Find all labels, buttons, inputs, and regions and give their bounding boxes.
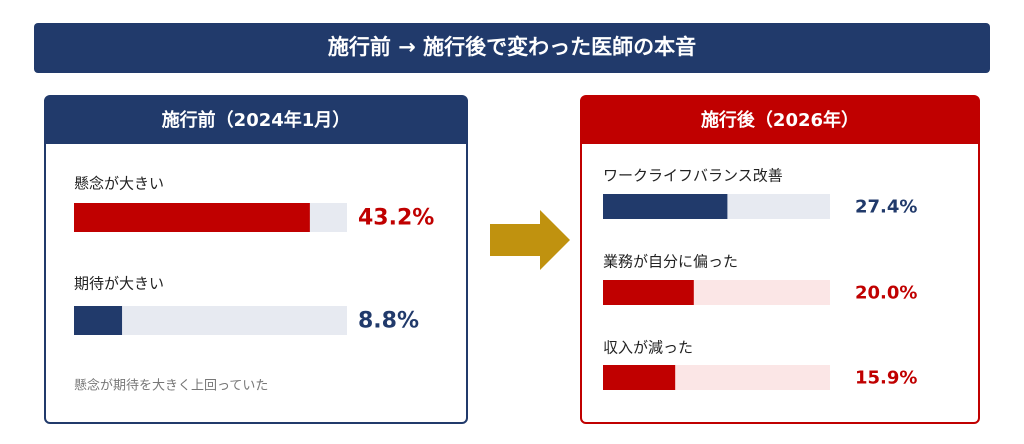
bar [603, 194, 728, 219]
title-banner [34, 23, 990, 73]
panel [44, 95, 468, 424]
value-label: 8.8% [358, 309, 419, 334]
bar [74, 306, 123, 335]
note: 懸念が期待を大きく上回っていた [74, 378, 268, 394]
item-label: 収入が減った [603, 339, 693, 357]
panel-title: 施行後（2026年） [701, 109, 859, 131]
arrow [490, 210, 570, 270]
panel-header [45, 96, 467, 144]
item-label: ワークライフバランス改善 [603, 167, 783, 185]
value-label: 15.9% [855, 368, 917, 389]
value-label: 43.2% [358, 206, 434, 231]
bar [74, 203, 310, 232]
title: 施行前 → 施行後で変わった医師の本音 [328, 35, 696, 59]
bar [603, 280, 694, 305]
panel-title: 施行前（2024年1月） [162, 109, 351, 131]
item-label: 期待が大きい [74, 275, 164, 293]
value-label: 20.0% [855, 283, 917, 304]
value-label: 27.4% [855, 197, 917, 218]
panel-header [581, 96, 979, 144]
item-label: 懸念が大きい [74, 175, 164, 193]
bar [603, 365, 676, 390]
item-label: 業務が自分に偏った [603, 253, 738, 271]
